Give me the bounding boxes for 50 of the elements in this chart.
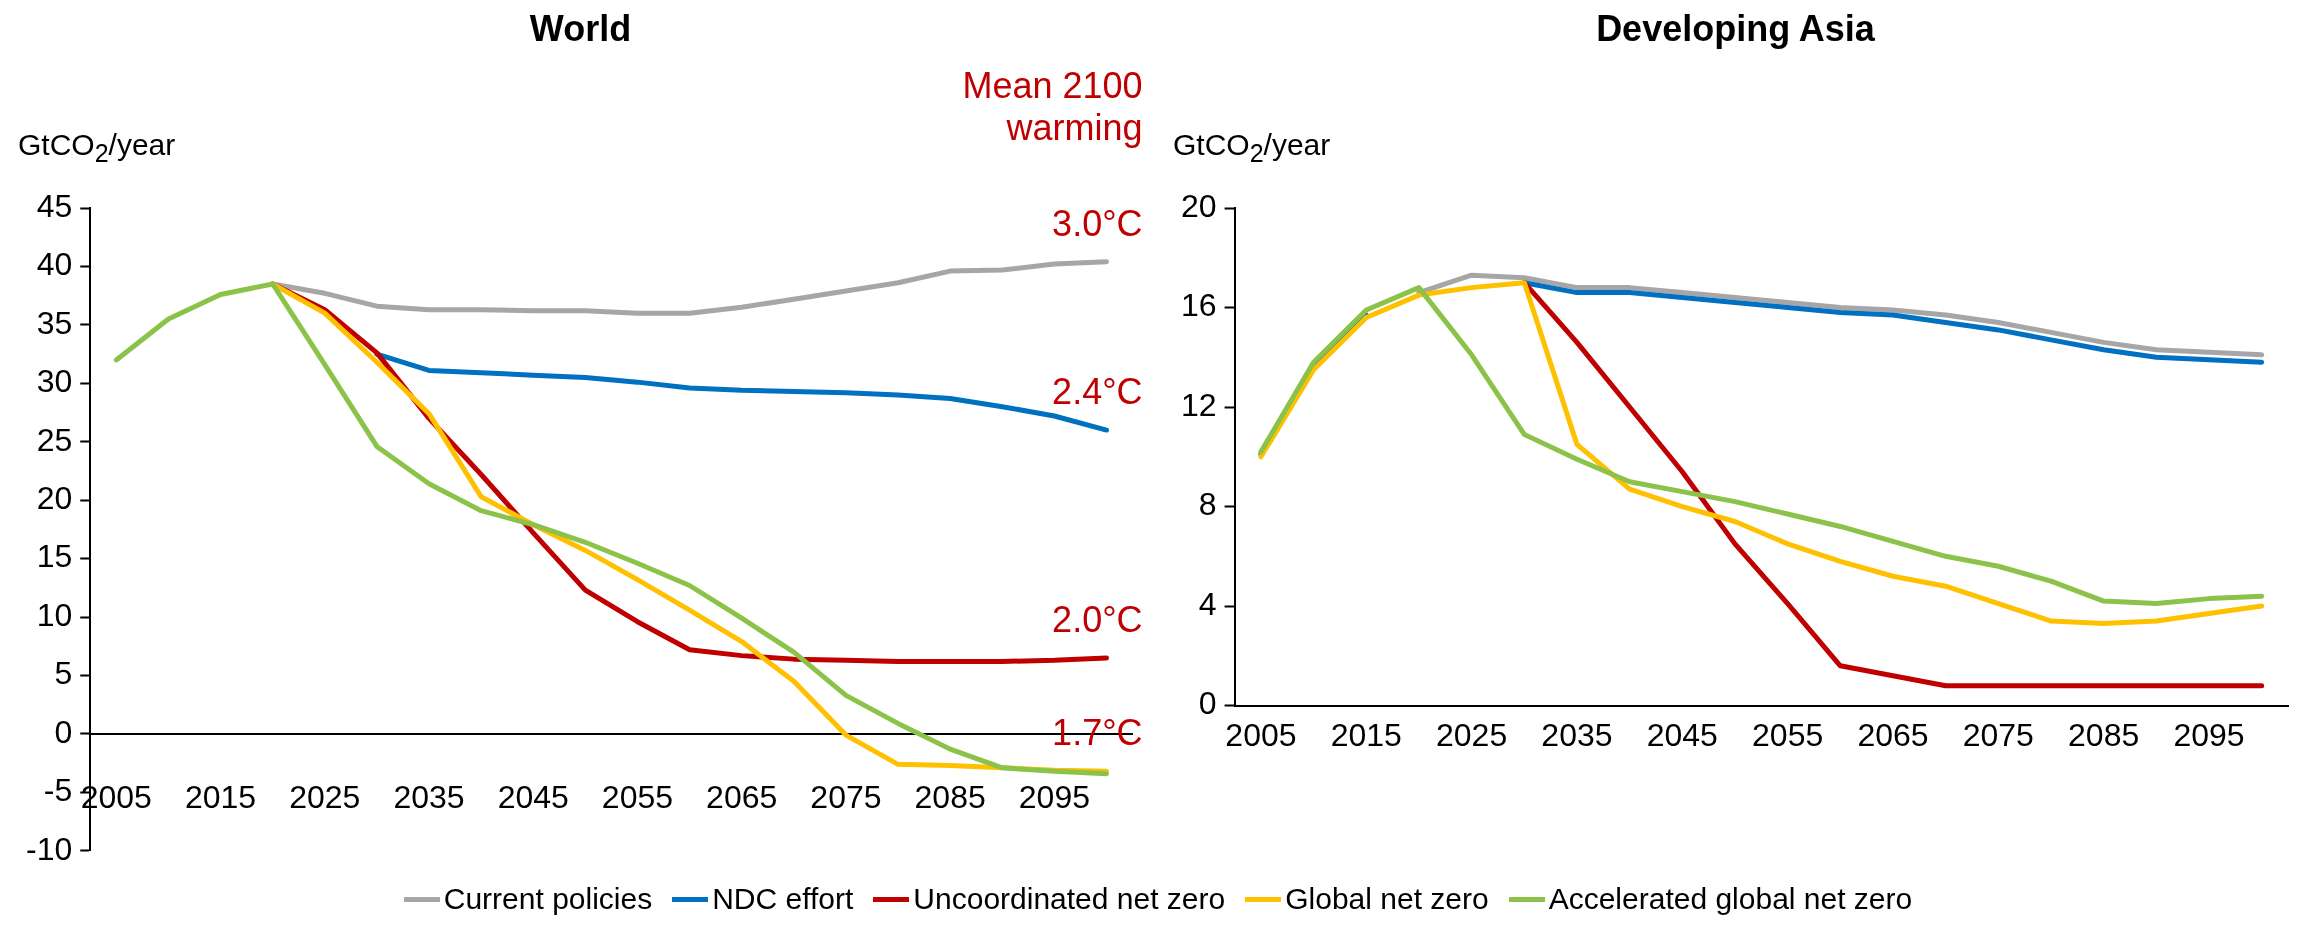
y-tick-label: -10 [26,830,73,867]
y-tick-label: 45 [36,187,73,224]
y-tick-label: 30 [36,363,73,400]
legend-label: Global net zero [1285,882,1489,916]
x-tick-label: 2035 [393,778,465,815]
y-tick-label: 12 [1181,386,1217,423]
x-tick-label: 2095 [2173,716,2245,753]
chart-title: Developing Asia [1595,8,1876,51]
x-tick-label: 2025 [1436,716,1508,753]
legend-label: Accelerated global net zero [1548,882,1913,916]
y-tick-label: 20 [36,480,73,517]
x-tick-label: 2015 [1330,716,1402,753]
y-tick-label: 10 [36,596,73,633]
legend-label: Uncoordinated net zero [913,882,1226,916]
y-tick-label: 0 [1198,685,1217,722]
annotation: 3.0°C [1052,202,1143,244]
chart-title: World [528,8,633,51]
annotation: 2.0°C [1052,598,1143,640]
x-tick-label: 2045 [1646,716,1718,753]
y-tick-label: 25 [36,421,73,458]
y-tick-label: 16 [1181,287,1217,324]
x-tick-label: 2005 [1225,716,1297,753]
legend-label: NDC effort [712,882,854,916]
x-tick-label: 2065 [1857,716,1929,753]
x-tick-label: 2035 [1541,716,1613,753]
text: Mean 2100 warming [962,64,1143,148]
y-tick-label: 8 [1198,486,1217,523]
y-tick-label: -5 [43,772,73,809]
x-tick-label: 2025 [289,778,361,815]
y-tick-label: 4 [1198,585,1217,622]
x-tick-label: 2055 [1752,716,1824,753]
y-tick-label: 5 [54,655,73,692]
x-tick-label: 2085 [2068,716,2140,753]
y-axis-title: GtCO$_{2}$/year [18,128,176,168]
x-tick-label: 2065 [706,778,778,815]
y-tick-label: 40 [36,246,73,283]
x-tick-label: 2045 [497,778,569,815]
x-tick-label: 2095 [1018,778,1090,815]
legend-label: Current policies [443,882,653,916]
y-tick-label: 0 [54,713,73,750]
x-tick-label: 2075 [810,778,882,815]
x-tick-label: 2085 [914,778,986,815]
x-tick-label: 2055 [601,778,674,815]
annotation: 2.4°C [1052,370,1143,412]
y-axis-title: GtCO$_{2}$/year [1173,128,1331,168]
y-tick-label: 35 [36,304,73,341]
x-tick-label: 2015 [184,778,257,815]
y-tick-label: 20 [1181,187,1217,224]
x-tick-label: 2075 [1962,716,2034,753]
y-tick-label: 15 [36,538,73,575]
